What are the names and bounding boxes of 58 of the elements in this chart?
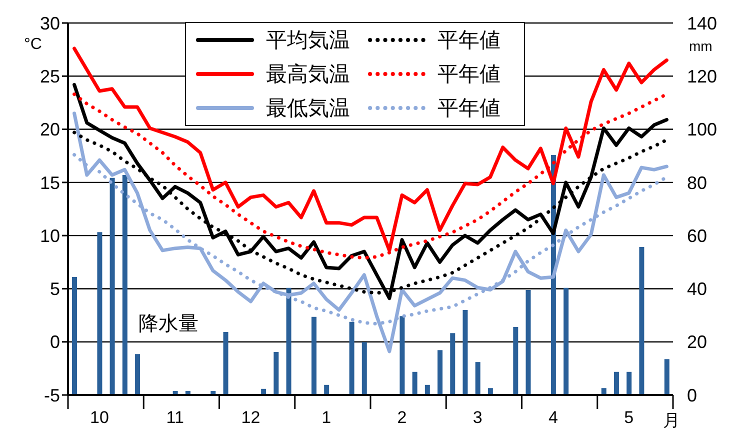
y2-tick-label: 120 (687, 66, 718, 87)
bar (639, 246, 644, 395)
bar (664, 359, 670, 395)
y2-tick-label: 140 (687, 13, 718, 34)
bar (564, 288, 569, 395)
bar (462, 310, 468, 395)
y2-tick-label: 0 (687, 385, 698, 406)
y-tick-label: 5 (50, 279, 60, 300)
y-tick-label: 20 (40, 120, 60, 140)
x-tick-label: 5 (624, 408, 634, 427)
legend-label: 平年値 (438, 28, 500, 54)
series-label: 降水量 (138, 312, 199, 337)
y-axis-title: °C (24, 36, 42, 54)
bar (286, 288, 292, 395)
legend-label: 平年値 (438, 96, 500, 122)
y-tick-label: 15 (40, 172, 60, 193)
y2-tick-label: 20 (687, 332, 708, 352)
x-axis-title: 月 (663, 410, 680, 432)
x-tick-label: 10 (90, 408, 109, 427)
y2-axis-title: mm (689, 38, 712, 54)
y2-tick-label: 60 (687, 226, 708, 246)
bar (450, 333, 456, 395)
bar (274, 352, 279, 395)
y-tick-label: 10 (40, 226, 60, 246)
x-tick-label: 4 (548, 408, 558, 427)
legend-label: 平均気温 (266, 28, 350, 54)
x-tick-label: 12 (241, 408, 260, 427)
bar (513, 326, 518, 395)
legend-label: 平年値 (438, 62, 500, 88)
x-tick-label: 3 (472, 408, 482, 427)
bar (311, 316, 316, 395)
bar (475, 362, 480, 395)
bar (223, 332, 228, 395)
y-tick-label: -5 (44, 385, 60, 406)
bar (110, 178, 115, 395)
bar (122, 174, 128, 395)
bar (614, 372, 619, 395)
bar (72, 277, 77, 395)
bar (626, 372, 632, 395)
legend-label: 最高気温 (266, 62, 350, 88)
y-tick-label: 25 (40, 66, 60, 87)
x-tick-label: 1 (322, 408, 332, 427)
bar (400, 316, 405, 395)
bar (438, 350, 443, 395)
x-tick-label: 11 (166, 408, 184, 427)
y2-tick-label: 80 (687, 172, 708, 193)
bar (412, 372, 418, 395)
bar (135, 354, 140, 395)
y2-tick-label: 40 (687, 279, 708, 300)
bar (362, 342, 367, 395)
y2-tick-label: 100 (687, 120, 718, 140)
y-tick-label: 30 (40, 13, 60, 34)
bar (526, 290, 531, 395)
bar (97, 232, 102, 395)
y-tick-label: 0 (50, 332, 60, 352)
legend-label: 最低気温 (266, 96, 350, 122)
x-tick-label: 2 (397, 408, 407, 427)
bar (349, 322, 354, 395)
